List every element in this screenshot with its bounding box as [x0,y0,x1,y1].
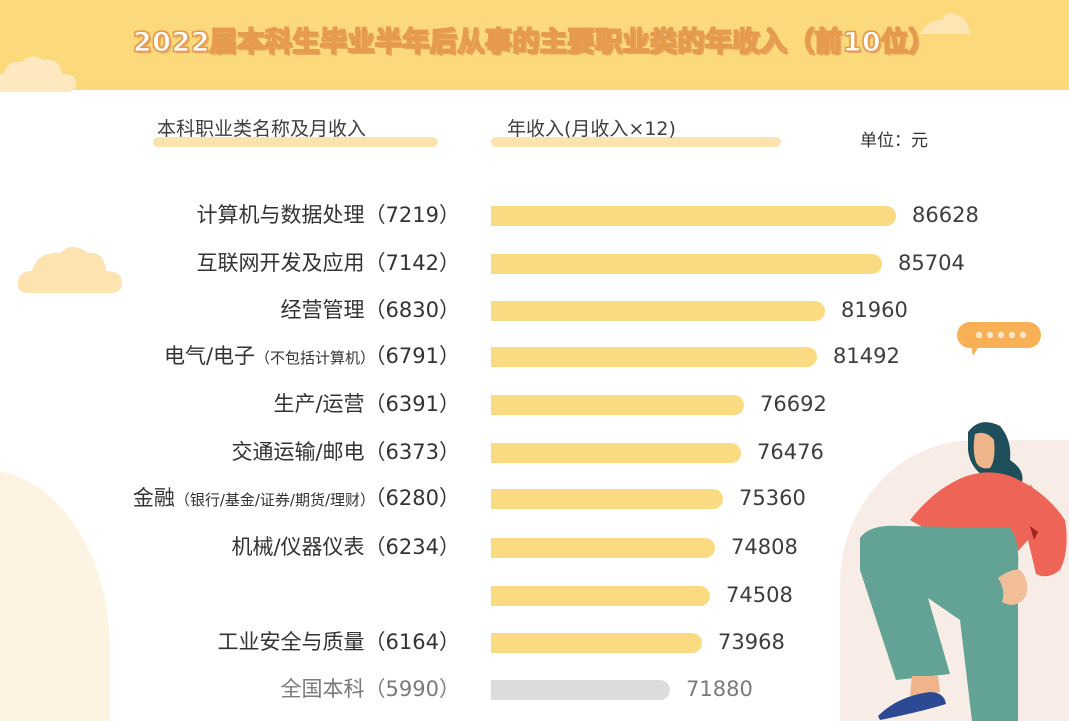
income-bar [491,443,741,463]
column-header-category-label: 本科职业类名称及月收入 [157,118,367,140]
income-bar [491,347,817,367]
column-header-category: 本科职业类名称及月收入 [153,114,438,147]
bar-row: 交通运输/邮电（6373） 76476 [0,437,1069,467]
category-name: 互联网开发及应用 [196,251,365,275]
cloud-icon [920,12,970,34]
annual-income-value: 76692 [760,392,827,416]
annual-income-value: 81960 [841,298,908,322]
annual-income-value: 73968 [718,630,785,654]
income-bar [491,633,702,653]
monthly-income: （7142） [364,251,460,275]
annual-income-value: 74508 [726,583,793,607]
bar-row: 计算机与数据处理（7219） 86628 [0,200,1069,230]
category-name: 电气/电子 [163,344,256,368]
cloud-icon [17,247,122,293]
category-label: 互联网开发及应用（7142） [197,248,460,280]
monthly-income: （6830） [364,298,460,322]
header-highlight [491,137,781,147]
bar-row: 工业安全与质量（6164） 73968 [0,627,1069,657]
category-note: （不包括计算机） [255,349,376,367]
annual-income-value: 85704 [898,251,965,275]
category-label: 工业安全与质量（6164） [218,627,460,659]
income-bar [491,301,825,321]
monthly-income: （6791） [375,344,460,368]
income-bar [491,586,710,606]
annual-income-value: 86628 [912,203,979,227]
category-note: （银行/基金/证券/期货/理财） [174,491,376,509]
category-name: 全国本科 [280,677,365,701]
monthly-income: （6234） [364,535,460,559]
monthly-income: （6280） [375,486,460,510]
bar-row: 互联网开发及应用（7142） 85704 [0,248,1069,278]
annual-income-value: 71880 [686,677,753,701]
category-name: 金融 [132,486,175,510]
bar-row: 金融（银行/基金/证券/期货/理财）（6280） 75360 [0,483,1069,513]
bar-row: 生产/运营（6391） 76692 [0,389,1069,419]
bar-row: 机械/仪器仪表（6234） 74808 [0,532,1069,562]
monthly-income: （7219） [364,203,460,227]
income-bar [491,680,670,700]
monthly-income: （5990） [364,677,460,701]
monthly-income: （6164） [364,630,460,654]
annual-income-value: 75360 [739,486,806,510]
header-band: 2022届本科生毕业半年后从事的主要职业类的年收入（前10位） [0,0,1069,92]
cloud-icon [0,56,77,92]
category-label: 生产/运营（6391） [273,389,460,421]
column-header-annual-label: 年收入(月收入×12) [507,118,676,140]
category-name: 机械/仪器仪表 [231,535,365,559]
speech-bubble-icon [957,322,1041,356]
bar-row: 74508 [0,580,1069,610]
bar-row: 电气/电子（不包括计算机）（6791） 81492 [0,341,1069,371]
unit-label: 单位：元 [860,131,928,151]
woman-illustration [860,422,1067,721]
annual-income-value: 81492 [833,344,900,368]
category-label: 交通运输/邮电（6373） [231,437,460,469]
monthly-income: （6373） [364,440,460,464]
category-name: 生产/运营 [273,392,365,416]
monthly-income: （6391） [364,392,460,416]
category-label: 金融（银行/基金/证券/期货/理财）（6280） [133,483,460,515]
bar-row: 经营管理（6830） 81960 [0,295,1069,325]
category-label: 全国本科（5990） [281,674,460,706]
page-title: 2022届本科生毕业半年后从事的主要职业类的年收入（前10位） [132,26,937,58]
income-bar [491,538,715,558]
bar-row: 全国本科（5990） 71880 [0,674,1069,704]
category-label: 计算机与数据处理（7219） [197,200,460,232]
income-bar [491,395,744,415]
category-name: 经营管理 [280,298,365,322]
income-bar [491,254,882,274]
annual-income-value: 76476 [757,440,824,464]
income-bar [491,489,723,509]
income-bar [491,206,896,226]
category-name: 工业安全与质量 [217,630,365,654]
category-name: 计算机与数据处理 [196,203,365,227]
annual-income-value: 74808 [731,535,798,559]
category-label: 电气/电子（不包括计算机）（6791） [164,341,460,373]
header-highlight [153,137,438,147]
category-name: 交通运输/邮电 [231,440,365,464]
column-header-annual: 年收入(月收入×12) [491,114,781,147]
category-label: 机械/仪器仪表（6234） [231,532,460,564]
category-label: 经营管理（6830） [281,295,460,327]
